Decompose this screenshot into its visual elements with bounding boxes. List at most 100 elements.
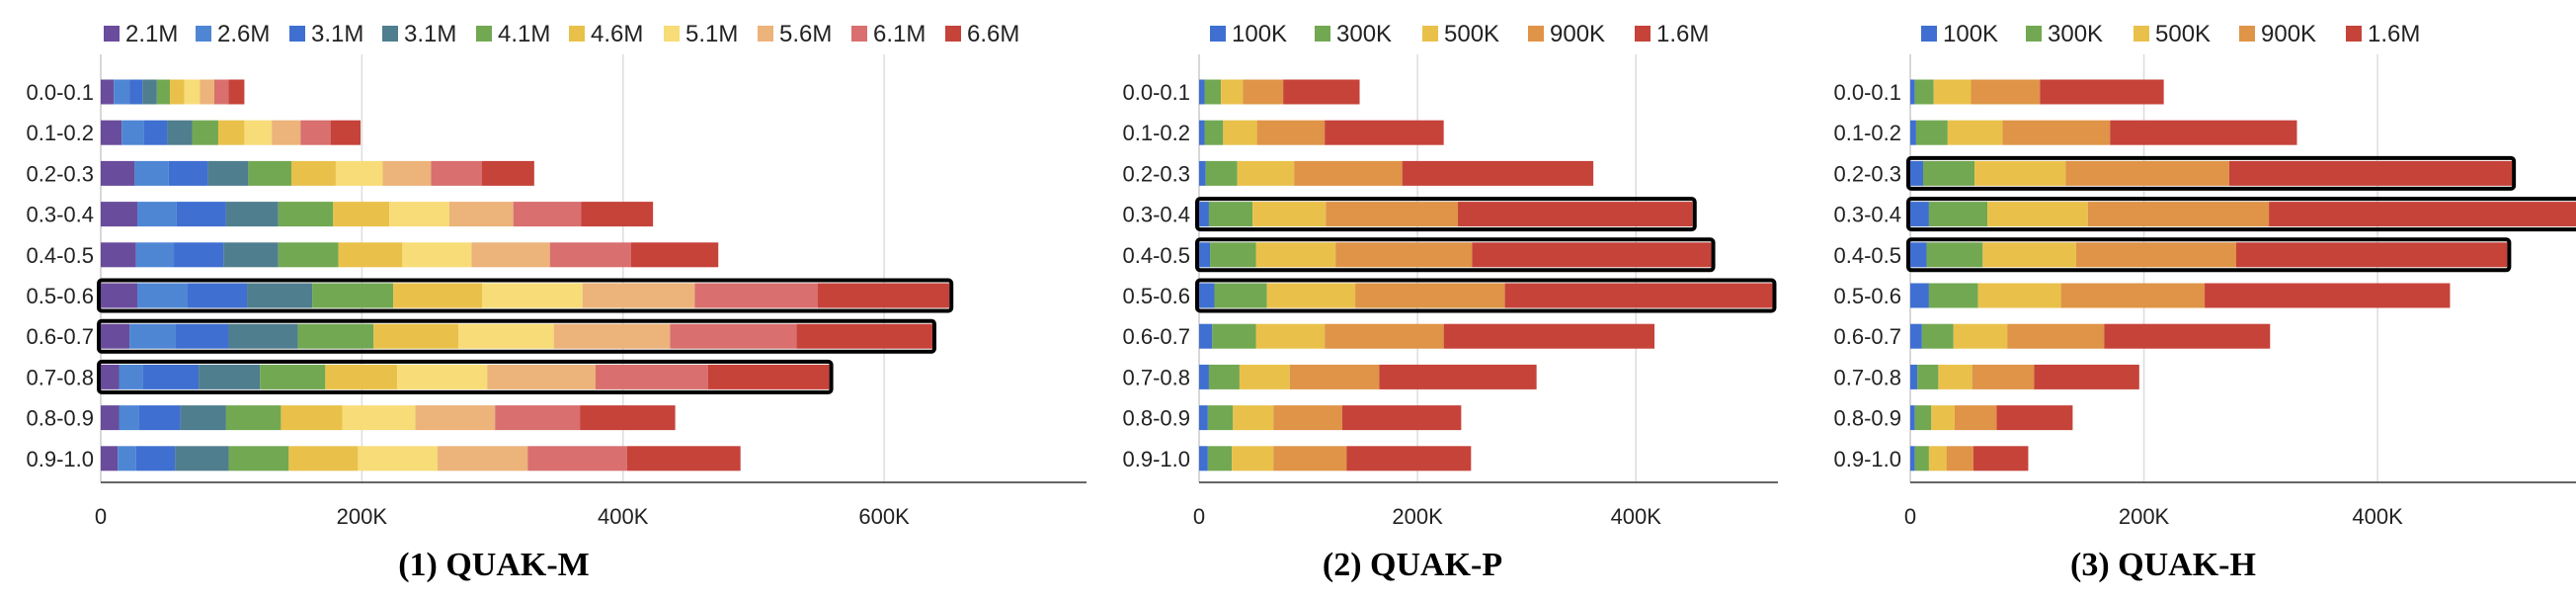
bar-segment [1910, 242, 1927, 268]
bar-segment [175, 446, 229, 472]
bar-segment [1289, 364, 1380, 389]
bar-segment [134, 160, 169, 186]
bar-segment [2034, 364, 2139, 389]
bar-segment [481, 160, 534, 186]
bar-segment [1232, 446, 1274, 472]
bar-segment [199, 364, 261, 389]
y-tick-label: 0.6-0.7 [1834, 324, 1902, 349]
x-tick-label: 600K [858, 504, 910, 529]
legend-label: 300K [1336, 21, 1392, 47]
legend-swatch [851, 26, 867, 42]
legend-swatch [1422, 26, 1438, 42]
bar-segment [1210, 242, 1256, 268]
legend-label: 1.6M [2368, 21, 2420, 47]
bar-segment [1221, 79, 1244, 105]
legend-label: 1.6M [1656, 21, 1709, 47]
bar-segment [1199, 283, 1215, 308]
bar-segment [119, 405, 139, 431]
bar-segment [1910, 202, 1929, 227]
legend-label: 5.1M [685, 21, 738, 47]
bar-segment [373, 323, 459, 349]
bar-segment [1233, 405, 1274, 431]
bar-segment [487, 364, 596, 389]
bar-segment [1917, 364, 1939, 389]
bar-segment [2228, 160, 2513, 186]
bar-segment [1443, 323, 1655, 349]
y-tick-label: 0.5-0.6 [27, 284, 95, 308]
y-tick-label: 0.9-1.0 [1123, 447, 1191, 472]
legend-swatch [758, 26, 773, 42]
legend-item: 6.1M [851, 21, 926, 47]
bar-segment [138, 405, 181, 431]
highlight-box [1195, 278, 1777, 313]
y-tick-label: 0.6-0.7 [27, 324, 95, 349]
bar-segment [1914, 79, 1934, 105]
bar-segment [1199, 446, 1208, 472]
y-tick-label: 0.8-0.9 [1834, 406, 1902, 431]
y-tick-label: 0.0-0.1 [1834, 80, 1902, 105]
bar-segment [2075, 242, 2236, 268]
legend-item: 4.1M [476, 21, 550, 47]
legend-label: 3.1M [311, 21, 363, 47]
bar-segment [1910, 323, 1922, 349]
bar-segment [448, 202, 514, 227]
y-tick-label: 0.2-0.3 [1123, 161, 1191, 186]
y-tick-label: 0.4-0.5 [1834, 243, 1902, 268]
bar-segment [1199, 242, 1211, 268]
y-tick-label: 0.7-0.8 [27, 365, 95, 389]
bar-segment [1928, 446, 1947, 472]
legend-item: 900K [1528, 21, 1605, 47]
bar-segment [1931, 405, 1955, 431]
legend-label: 5.6M [779, 21, 832, 47]
legend-item: 6.6M [945, 21, 1019, 47]
highlight-box [1195, 237, 1716, 273]
bar-segment [114, 79, 130, 105]
bar-segment [1977, 283, 2061, 308]
bar-segment [431, 160, 482, 186]
y-tick-label: 0.5-0.6 [1123, 284, 1191, 308]
bar-segment [1266, 283, 1356, 308]
bar-segment [670, 323, 797, 349]
bar-segment [1458, 202, 1693, 227]
legend-label: 6.1M [873, 21, 926, 47]
legend-swatch [2026, 26, 2042, 42]
chart-caption: (2) QUAK-P [1323, 547, 1502, 583]
bar-segment [156, 79, 171, 105]
bar-segment [223, 242, 279, 268]
bar-segment [393, 283, 482, 308]
legend-item: 4.6M [569, 21, 643, 47]
bar-segment [228, 79, 245, 105]
bar-segment [1923, 160, 1975, 186]
bar-segment [595, 364, 708, 389]
bar-segment [1379, 364, 1537, 389]
bar-segment [1199, 405, 1208, 431]
bar-segment [1947, 120, 2003, 145]
bar-segment [338, 242, 403, 268]
bar-segment [1273, 405, 1342, 431]
bar-segment [101, 405, 120, 431]
bar-segment [2087, 202, 2270, 227]
bar-segment [225, 202, 279, 227]
highlight-box [1906, 237, 2512, 273]
bar-segment [335, 160, 383, 186]
y-tick-label: 0.8-0.9 [27, 406, 95, 431]
bar-segment [581, 202, 654, 227]
legend-label: 100K [1232, 21, 1287, 47]
y-tick-label: 0.3-0.4 [27, 203, 95, 227]
bar-segment [1910, 364, 1918, 389]
legend-swatch [289, 26, 305, 42]
y-tick-label: 0.7-0.8 [1123, 365, 1191, 389]
bar-segment [1273, 446, 1347, 472]
bar-segment [1223, 120, 1257, 145]
legend-item: 300K [1315, 21, 1392, 47]
y-tick-label: 0.4-0.5 [1123, 243, 1191, 268]
bar-segment [342, 405, 416, 431]
y-tick-label: 0.4-0.5 [27, 243, 95, 268]
bar-segment [170, 79, 185, 105]
bar-segment [101, 364, 120, 389]
highlight-box [97, 359, 834, 394]
x-tick-label: 200K [1392, 504, 1443, 529]
bar-segment [1914, 446, 1929, 472]
bar-segment [290, 160, 336, 186]
legend-swatch [1921, 26, 1937, 42]
